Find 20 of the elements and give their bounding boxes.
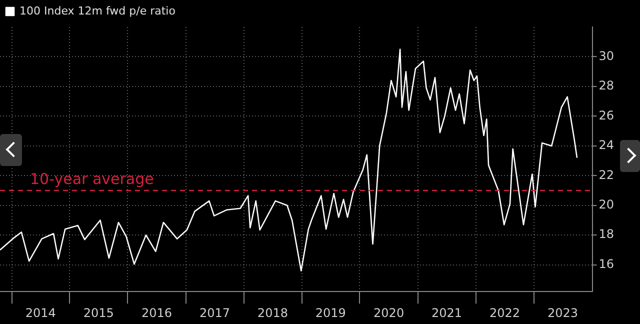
x-tick-label: 2015 [83, 306, 114, 320]
x-tick-label: 2019 [315, 306, 346, 320]
x-tick-label: 2023 [547, 306, 578, 320]
legend-label: 100 Index 12m fwd p/e ratio [20, 4, 176, 18]
x-tick-label: 2014 [25, 306, 56, 320]
x-tick-label: 2018 [257, 306, 288, 320]
y-tick-label: 24 [598, 138, 614, 152]
x-tick-label: 2020 [374, 306, 404, 320]
x-tick-label: 2017 [199, 306, 230, 320]
y-tick-label: 28 [598, 78, 614, 93]
x-tick-label: 2022 [489, 306, 520, 320]
y-tick-label: 22 [598, 168, 614, 182]
y-tick-label: 30 [598, 48, 614, 63]
x-tick-label: 2021 [432, 306, 462, 320]
x-tick-label: 2016 [141, 306, 172, 320]
y-tick-label: 18 [598, 227, 614, 242]
ref-line-label: 10-year average [30, 170, 154, 188]
y-tick-label: 16 [598, 256, 614, 271]
y-tick-label: 20 [598, 198, 614, 212]
y-tick-label: 26 [598, 108, 614, 122]
